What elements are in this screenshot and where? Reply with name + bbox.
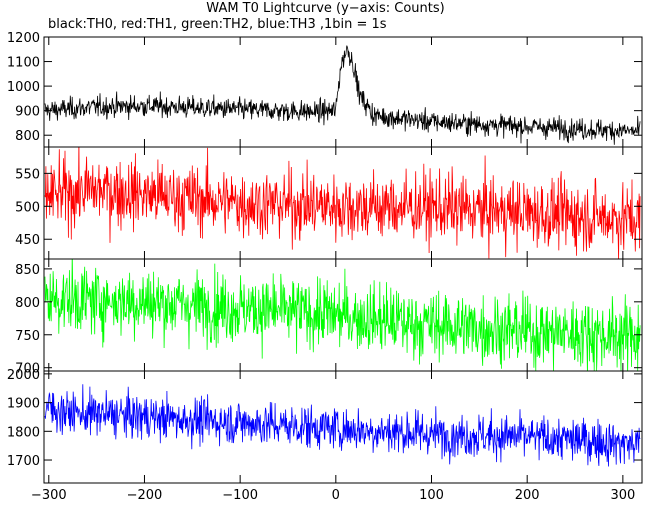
y-tick-label-th2-800: 800 <box>15 296 40 311</box>
series-th3-line <box>44 384 641 467</box>
y-tick-label-th0-800: 800 <box>15 129 40 144</box>
y-tick-label-th3-2000: 2000 <box>7 368 40 383</box>
panel-th3: 1700 1800 1900 2000 <box>7 368 643 484</box>
y-tick-label-th0-1000: 1000 <box>7 80 40 95</box>
y-tick-label-th2-850: 850 <box>15 263 40 278</box>
y-tick-label-th1-550: 550 <box>15 167 40 182</box>
y-tick-label-th1-500: 500 <box>15 200 40 215</box>
chart-subtitle: black:TH0, red:TH1, green:TH2, blue:TH3 … <box>48 17 387 32</box>
series-th2-line <box>44 259 641 371</box>
x-tick-label-300: 300 <box>610 488 635 503</box>
y-tick-label-th2-750: 750 <box>15 329 40 344</box>
y-tick-label-th1-450: 450 <box>15 233 40 248</box>
x-tick-label--300: −300 <box>31 488 67 503</box>
x-tick-label--200: −200 <box>127 488 163 503</box>
y-tick-label-th0-1200: 1200 <box>7 31 40 46</box>
panel-th3-frame <box>43 370 643 484</box>
y-tick-label-th3-1700: 1700 <box>7 454 40 469</box>
x-tick-label-0: 0 <box>332 488 340 503</box>
x-tick-label-200: 200 <box>515 488 540 503</box>
panel-th1: 450 500 550 <box>15 146 643 260</box>
x-tick-label-100: 100 <box>419 488 444 503</box>
x-tick-label--100: −100 <box>222 488 258 503</box>
y-tick-label-th0-1100: 1100 <box>7 56 40 71</box>
panel-th0: 800 900 1000 1100 1200 <box>7 31 643 148</box>
series-th1-line <box>44 147 641 259</box>
y-tick-label-th3-1800: 1800 <box>7 425 40 440</box>
y-tick-label-th2-700: 700 <box>15 362 40 377</box>
y-tick-label-th0-900: 900 <box>15 105 40 120</box>
y-tick-label-th3-1900: 1900 <box>7 397 40 412</box>
series-th0-line <box>44 45 641 145</box>
panel-th2: 700 750 800 850 <box>15 258 643 377</box>
chart-title: WAM T0 Lightcurve (y−axis: Counts) <box>206 1 445 16</box>
